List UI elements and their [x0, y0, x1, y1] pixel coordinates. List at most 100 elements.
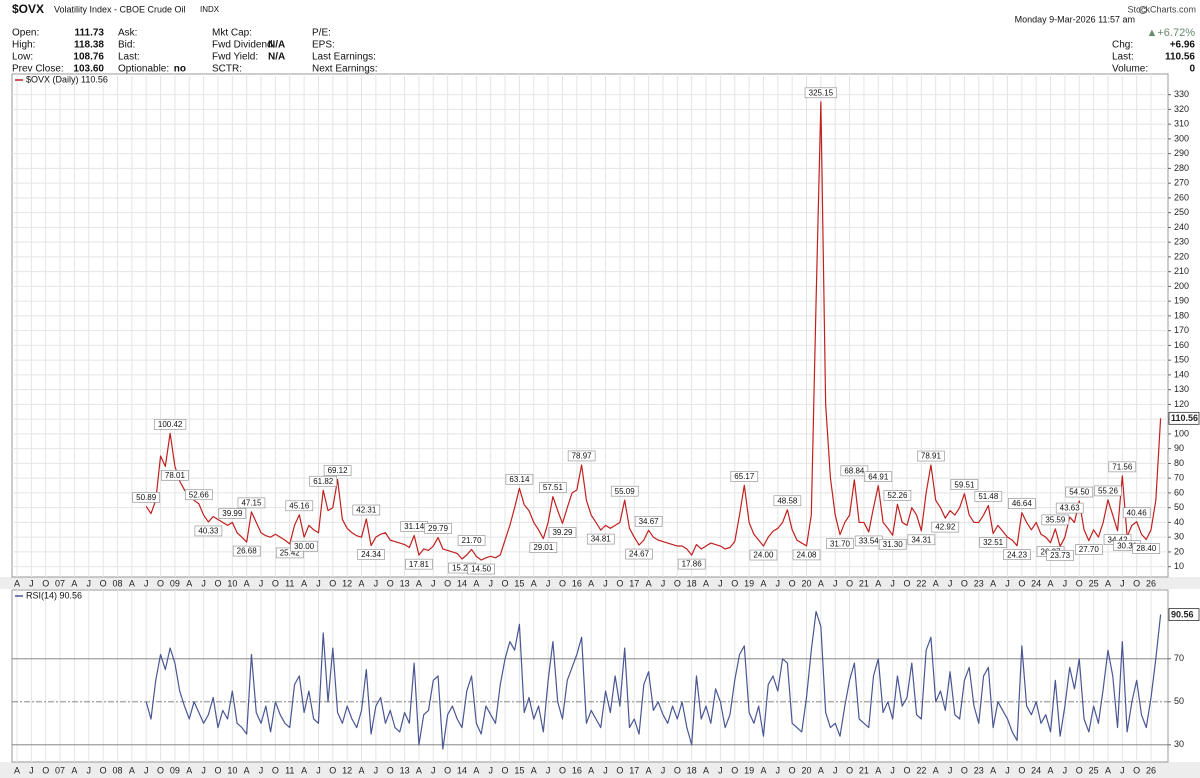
x-tick-label: O — [674, 578, 681, 588]
x-tick-label: J — [661, 765, 666, 775]
x-tick-label: O — [1076, 578, 1083, 588]
symbol: $OVX — [12, 2, 44, 16]
x-tick-label: J — [890, 578, 895, 588]
x-tick-label: J — [833, 765, 838, 775]
data-label-box — [275, 547, 304, 559]
x-tick-label: J — [87, 578, 92, 588]
data-label-box — [457, 535, 486, 546]
y-tick-label: 280 — [1174, 163, 1189, 173]
x-tick-label: A — [531, 765, 537, 775]
data-label-box — [625, 548, 653, 560]
y-tick-label: 40 — [1174, 517, 1184, 527]
data-label: 24.34 — [361, 550, 382, 559]
data-label: 71.56 — [1112, 462, 1133, 471]
x-tick-label: A — [129, 765, 135, 775]
x-tick-label: A — [71, 765, 77, 775]
x-tick-label: O — [387, 765, 394, 775]
data-label: 34.42 — [1108, 535, 1129, 544]
y-tick-label: 170 — [1174, 325, 1189, 335]
x-tick-label: 07 — [55, 765, 65, 775]
x-tick-label: J — [833, 578, 838, 588]
x-tick-label: J — [144, 765, 149, 775]
data-label-box — [979, 537, 1007, 548]
x-tick-label: J — [948, 765, 953, 775]
data-label: 31.30 — [883, 540, 904, 549]
x-tick-label: O — [903, 765, 910, 775]
data-label: 325.15 — [809, 88, 834, 97]
x-tick-label: O — [731, 578, 738, 588]
x-tick-label: A — [588, 578, 594, 588]
x-tick-label: J — [201, 765, 206, 775]
x-tick-label: J — [1063, 765, 1068, 775]
data-label: 34.67 — [639, 517, 660, 526]
data-label-box — [1065, 486, 1094, 498]
data-label-box — [773, 495, 802, 507]
x-tick-label: 26 — [1146, 765, 1156, 775]
x-tick-label: 10 — [227, 578, 237, 588]
y-tick-label: 60 — [1174, 487, 1184, 497]
data-label-box — [883, 490, 912, 501]
data-label-box — [1008, 498, 1036, 509]
data-label-box — [309, 475, 338, 487]
x-tick-label: 23 — [974, 765, 984, 775]
data-label-box — [467, 563, 495, 575]
x-tick-label: 22 — [916, 765, 926, 775]
x-tick-label: 12 — [342, 578, 352, 588]
x-tick-label: A — [646, 765, 652, 775]
x-tick-label: 19 — [744, 765, 754, 775]
x-tick-label: O — [1018, 578, 1025, 588]
data-label: 28.40 — [1136, 544, 1157, 553]
x-tick-label: O — [903, 578, 910, 588]
data-label-box — [586, 533, 615, 545]
data-label: 52.66 — [189, 490, 210, 499]
x-tick-label: J — [374, 578, 379, 588]
data-label: 51.48 — [978, 492, 999, 501]
panel-title: RSI(14) 90.56 — [26, 590, 82, 600]
x-tick-label: A — [703, 578, 709, 588]
x-tick-label: J — [776, 578, 781, 588]
data-label-box — [931, 521, 960, 533]
data-label-box — [840, 465, 869, 477]
panel-title: $OVX (Daily) 110.56 — [26, 74, 108, 84]
x-tick-label: A — [416, 765, 422, 775]
x-tick-label: O — [789, 578, 796, 588]
x-tick-label: A — [588, 765, 594, 775]
data-label-box — [917, 450, 945, 462]
summary-label: Last: — [1112, 52, 1134, 63]
y-tick-label: 30 — [1174, 739, 1184, 749]
quote-label: High: — [12, 40, 35, 51]
data-label: 25.42 — [280, 549, 301, 558]
x-tick-label: J — [603, 578, 608, 588]
data-label: 48.58 — [777, 496, 798, 505]
x-tick-label: O — [272, 765, 279, 775]
data-label: 78.97 — [572, 452, 593, 461]
x-tick-label: A — [244, 578, 250, 588]
x-tick-label: O — [100, 578, 107, 588]
data-label: 47.15 — [241, 498, 262, 507]
y-tick-label: 100 — [1174, 428, 1189, 438]
x-tick-label: O — [1076, 765, 1083, 775]
x-tick-label: 16 — [572, 765, 582, 775]
x-tick-label: O — [329, 578, 336, 588]
x-tick-label: 12 — [342, 765, 352, 775]
data-label-box — [1132, 543, 1161, 554]
x-tick-label: J — [488, 765, 493, 775]
x-tick-label: 10 — [227, 765, 237, 775]
summary-value: 110.56 — [1165, 52, 1195, 63]
y-tick-label: 190 — [1174, 296, 1189, 306]
data-label: 15.20 — [452, 564, 473, 573]
data-label: 34.81 — [591, 535, 612, 544]
x-tick-label: 11 — [285, 578, 294, 588]
x-tick-label: O — [42, 765, 49, 775]
x-tick-label: A — [416, 578, 422, 588]
data-label: 40.33 — [198, 527, 219, 536]
quote-value: N/A — [268, 52, 285, 63]
data-label-box — [1075, 544, 1103, 555]
y-tick-label: 270 — [1174, 178, 1189, 188]
y-tick-label: 260 — [1174, 192, 1189, 202]
x-tick-label: 16 — [572, 578, 582, 588]
x-tick-label: 14 — [457, 765, 467, 775]
x-tick-label: A — [531, 578, 537, 588]
x-tick-label: 15 — [514, 765, 524, 775]
x-tick-label: J — [259, 578, 264, 588]
